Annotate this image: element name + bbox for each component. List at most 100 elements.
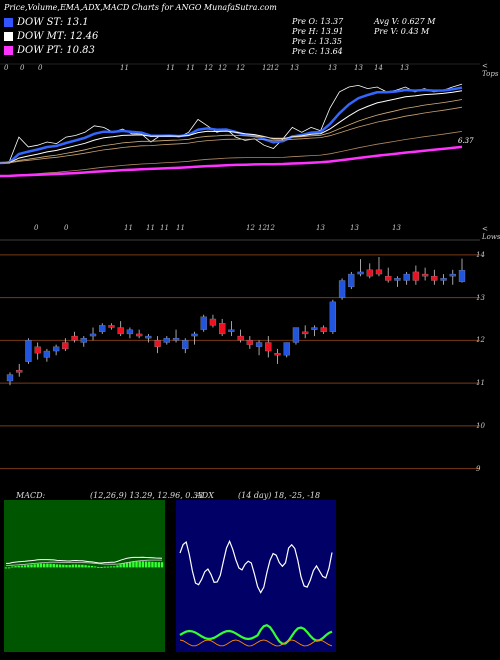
macd-histogram-bar xyxy=(93,566,97,568)
ema-30-line xyxy=(0,106,463,164)
macd-histogram-bar xyxy=(36,563,40,568)
ema-short-line xyxy=(0,86,463,165)
candle-body xyxy=(80,338,87,343)
date-tick-label: 11 xyxy=(160,224,169,232)
candle-body xyxy=(302,331,309,335)
price-line xyxy=(0,83,463,164)
y-tick-label: 13 xyxy=(476,293,485,302)
macd-histogram-bar xyxy=(84,565,87,568)
date-tick-label: 13 xyxy=(290,64,299,72)
macd-histogram-bar xyxy=(97,566,100,568)
candle-body xyxy=(311,327,318,330)
candle-body xyxy=(357,271,364,275)
macd-histogram-bar xyxy=(128,561,132,568)
macd-histogram-bar xyxy=(65,564,68,568)
macd-histogram-bar xyxy=(58,564,62,568)
macd-histogram-bar xyxy=(125,562,129,568)
macd-histogram-bar xyxy=(148,561,151,568)
macd-panel xyxy=(4,500,165,652)
candle-body xyxy=(71,335,78,341)
candle-body xyxy=(338,280,346,298)
candle-body xyxy=(329,301,337,332)
macd-histogram-bar xyxy=(62,564,65,568)
date-tick-label: 12 xyxy=(266,224,275,232)
candle-body xyxy=(431,276,438,281)
macd-histogram-bar xyxy=(119,564,122,568)
y-tick-label: 12 xyxy=(476,336,485,345)
macd-title: MACD: xyxy=(16,491,46,500)
date-tick-label: 0 xyxy=(4,64,9,72)
candle-body xyxy=(62,342,69,350)
adx-params: (14 day) 18, -25, -18 xyxy=(238,491,321,500)
ema-20-line xyxy=(0,99,463,164)
macd-histogram-bar xyxy=(81,564,84,568)
ema-value-label: 6.37 xyxy=(458,137,474,145)
candle-panel xyxy=(0,228,500,493)
macd-histogram-bar xyxy=(74,564,78,568)
candle-body xyxy=(366,269,373,277)
macd-histogram-bar xyxy=(100,566,103,568)
ema-long-line xyxy=(0,145,463,178)
candle-body xyxy=(255,342,263,347)
stat-prev-volume: Pre V: 0.43 M xyxy=(374,27,430,36)
legend-swatch-dow-st xyxy=(4,18,13,27)
macd-line xyxy=(6,556,163,564)
macd-histogram-bar xyxy=(55,564,59,568)
adx-di-minus-line xyxy=(179,639,333,647)
candle-body xyxy=(292,327,300,343)
date-tick-label: 11 xyxy=(120,64,129,72)
macd-histogram-bar xyxy=(122,563,125,568)
macd-histogram-bar xyxy=(109,566,113,568)
macd-histogram-bar xyxy=(141,561,145,568)
adx-chart xyxy=(179,539,333,647)
y-tick-label: 14 xyxy=(476,250,485,259)
macd-histogram-bar xyxy=(4,567,8,569)
y-tick-label: 11 xyxy=(476,379,485,388)
candle-body xyxy=(394,278,401,281)
macd-histogram-bar xyxy=(71,564,75,568)
date-tick-label: 11 xyxy=(124,224,133,232)
date-tick-label: 14 xyxy=(374,64,383,72)
candle-body xyxy=(228,329,235,332)
candle-body xyxy=(421,273,429,277)
candle-body xyxy=(200,316,207,330)
candle-body xyxy=(412,271,420,281)
candle-body xyxy=(163,338,170,343)
date-tick-label: 12 xyxy=(236,64,245,72)
adx-line xyxy=(179,623,333,645)
candle-body xyxy=(108,325,115,328)
candle-right-label: < Lows xyxy=(482,225,500,241)
date-tick-label: 0 xyxy=(34,224,39,232)
macd-histogram-bar xyxy=(23,565,27,568)
macd-params: (12,26,9) 13.29, 12.96, 0.33 xyxy=(90,491,204,500)
macd-histogram-bar xyxy=(33,564,36,568)
candle-body xyxy=(348,273,355,288)
candle-body xyxy=(117,327,124,335)
legend-dow-mt: DOW MT: 12.46 xyxy=(4,31,98,42)
macd-histogram-bar xyxy=(151,561,154,568)
macd-histogram-bar xyxy=(103,566,106,568)
macd-histogram-bar xyxy=(113,566,116,568)
y-tick-label: 9 xyxy=(476,464,481,473)
candle-body xyxy=(209,318,217,326)
date-tick-label: 11 xyxy=(146,224,155,232)
macd-histogram-bar xyxy=(135,561,138,568)
date-tick-label: 11 xyxy=(186,64,195,72)
candle-body xyxy=(99,325,106,332)
ema-right-label: < Tops xyxy=(482,62,499,78)
candle-body xyxy=(219,323,226,335)
candle-body xyxy=(191,333,198,337)
date-tick-label: 11 xyxy=(176,224,185,232)
macd-histogram-bar xyxy=(157,562,161,568)
macd-histogram-bar xyxy=(52,563,55,568)
macd-histogram-bar xyxy=(43,563,46,568)
legend-dow-st: DOW ST: 13.1 xyxy=(4,17,89,28)
macd-histogram-bar xyxy=(78,564,81,568)
date-tick-label: 13 xyxy=(392,224,401,232)
macd-histogram-bar xyxy=(106,566,110,568)
legend-swatch-dow-pt xyxy=(4,46,13,55)
ema-mid-line xyxy=(0,90,463,164)
candle-body xyxy=(34,346,41,354)
macd-histogram-bar xyxy=(160,562,164,568)
macd-histogram-bar xyxy=(14,566,17,568)
